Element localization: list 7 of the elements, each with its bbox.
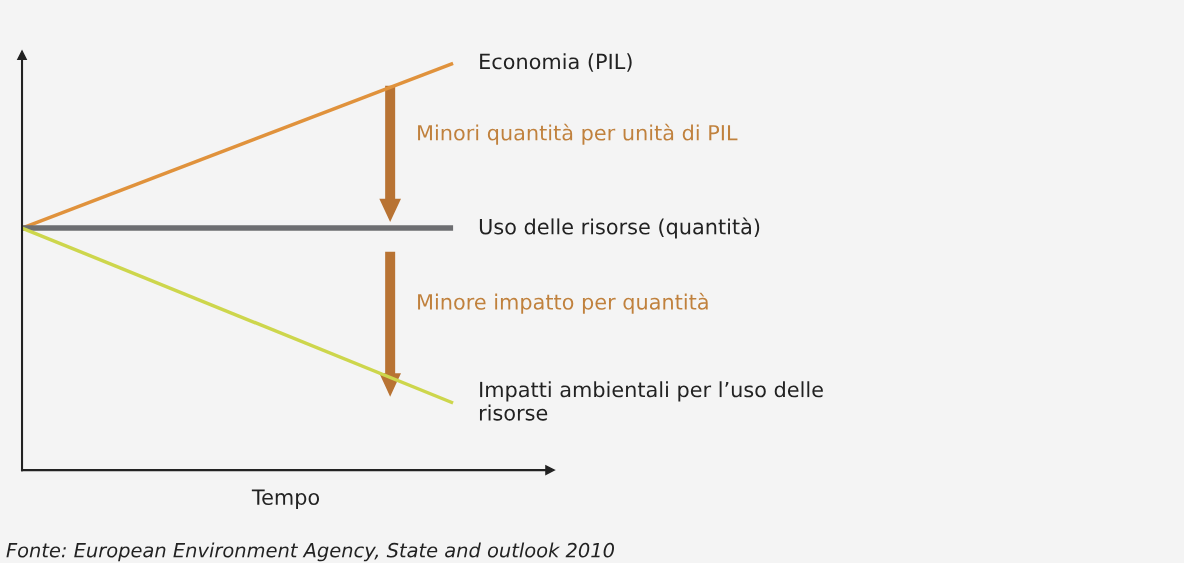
annotation: Minori quantità per unità di PIL [418, 123, 738, 145]
series-label: Uso delle risorse (quantità) [479, 217, 760, 239]
annotation: Minore impatto per quantità [418, 292, 708, 314]
series-label: Impatti ambientali per l’uso delle risorse [479, 381, 823, 421]
source-note: Fonte: European Environment Agency, State and outlook 2010 [6, 542, 615, 562]
x-axis-title: Tempo [251, 489, 320, 510]
series-label: Economia (PIL) [480, 53, 632, 72]
